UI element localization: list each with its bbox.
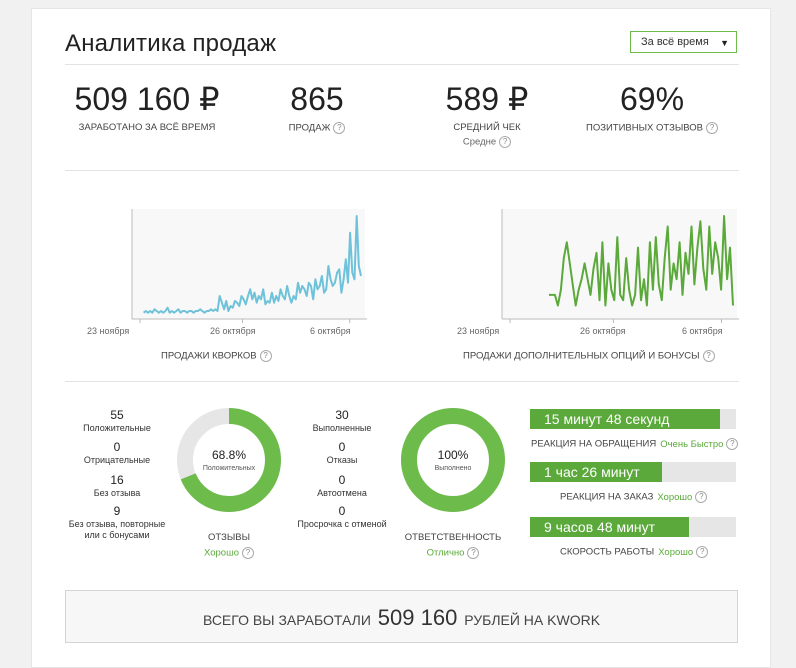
order-reaction-bar: 1 час 26 минут [530, 462, 736, 482]
response-time-value: 15 минут 48 секунд [544, 411, 670, 427]
reviews-caption: ОТЗЫВЫ [208, 532, 250, 543]
response-time-bar: 15 минут 48 секунд [530, 409, 736, 429]
page-title: Аналитика продаж [65, 30, 277, 57]
sales-analytics-card: Аналитика продаж За всё время ▼ 509 160 … [31, 8, 771, 668]
stat-sales-label: ПРОДАЖ [288, 122, 331, 134]
caret-down-icon: ▼ [720, 38, 729, 48]
stat-avg-check-rating: Средне [462, 136, 497, 148]
reviews-none-label: Без отзыва [93, 488, 141, 498]
responsibility-rating: Отлично [426, 547, 465, 559]
chart-tick-label: 26 октября [210, 326, 256, 336]
responsibility-donut-value [401, 408, 505, 512]
total-suffix: РУБЛЕЙ НА KWORK [464, 612, 601, 628]
help-icon[interactable]: ? [696, 546, 709, 558]
help-icon[interactable]: ? [259, 350, 272, 362]
reviews-donut: 68.8% Положительных [177, 408, 281, 512]
stat-avg-check: 589 ₽ СРЕДНИЙ ЧЕК Средне? [422, 81, 552, 148]
orders-refused-count: 0 [338, 440, 346, 454]
stat-earned-value: 509 160 ₽ [74, 81, 220, 117]
response-time-rating: Очень Быстро [660, 438, 724, 450]
responsibility-donut-label: Выполнено [435, 465, 472, 472]
orders-overdue-label: Просрочка с отменой [297, 519, 387, 529]
orders-done-label: Выполненные [312, 423, 372, 433]
stat-earned-label: ЗАРАБОТАНО ЗА ВСЁ ВРЕМЯ [78, 122, 216, 133]
chart-tick-label: 23 ноября [87, 326, 130, 336]
order-reaction-bar-fill [530, 462, 662, 482]
orders-done-count: 30 [335, 408, 349, 422]
help-icon[interactable]: ? [695, 491, 708, 503]
help-icon[interactable]: ? [333, 122, 346, 134]
reviews-positive-count: 55 [110, 408, 124, 422]
help-icon[interactable]: ? [467, 547, 480, 559]
chart-series-line [142, 215, 362, 314]
help-icon[interactable]: ? [705, 122, 718, 134]
kwork-sales-chart [131, 209, 367, 323]
extras-sales-caption: ПРОДАЖИ ДОПОЛНИТЕЛЬНЫХ ОПЦИЙ И БОНУСЫ [463, 350, 700, 362]
stat-positive-reviews-value: 69% [619, 81, 685, 117]
reviews-donut-value [177, 408, 281, 512]
chart-tick-label: 23 ноября [457, 326, 500, 336]
response-time-label: РЕАКЦИЯ НА ОБРАЩЕНИЯ [531, 438, 657, 450]
stat-positive-reviews: 69% ПОЗИТИВНЫХ ОТЗЫВОВ? [572, 81, 732, 134]
total-earned-banner: ВСЕГО ВЫ ЗАРАБОТАЛИ 509 160 РУБЛЕЙ НА KW… [65, 590, 738, 643]
reviews-donut-label: Положительных [203, 465, 256, 472]
stat-sales-value: 865 [290, 81, 344, 117]
orders-refused-label: Отказы [326, 455, 358, 465]
reviews-negative-count: 0 [113, 440, 121, 454]
work-speed-label: СКОРОСТЬ РАБОТЫ [560, 546, 655, 558]
stat-sales: 865 ПРОДАЖ? [247, 81, 387, 134]
reviews-negative-label: Отрицательные [83, 455, 151, 465]
divider [65, 170, 739, 171]
order-reaction-label: РЕАКЦИЯ НА ЗАКАЗ [560, 491, 654, 503]
reviews-rating: Хорошо [204, 547, 239, 559]
stat-earned: 509 160 ₽ ЗАРАБОТАНО ЗА ВСЁ ВРЕМЯ [72, 81, 222, 133]
reviews-none-count: 16 [110, 473, 124, 487]
work-speed-value: 9 часов 48 минут [544, 519, 656, 535]
work-speed-rating: Хорошо [658, 546, 694, 558]
reviews-repeat-label: Без отзыва, повторные или с бонусами [68, 519, 166, 540]
reviews-positive-label: Положительные [83, 423, 151, 433]
help-icon[interactable]: ? [702, 350, 715, 362]
responsibility-donut: 100% Выполнено [401, 408, 505, 512]
total-prefix: ВСЕГО ВЫ ЗАРАБОТАЛИ [202, 612, 371, 628]
help-icon[interactable]: ? [499, 136, 512, 148]
chart-tick-label: 6 октября [310, 326, 351, 336]
stat-avg-check-value: 589 ₽ [445, 81, 529, 117]
total-amount: 509 160 [377, 605, 458, 630]
chart-series-line [549, 215, 734, 307]
help-icon[interactable]: ? [726, 438, 739, 450]
period-select-value: За всё время [641, 36, 709, 48]
work-speed-bar-fill [530, 517, 689, 537]
chart-tick-label: 6 октября [682, 326, 723, 336]
stat-avg-check-label: СРЕДНИЙ ЧЕК [453, 122, 521, 133]
responsibility-caption: ОТВЕТСТВЕННОСТЬ [404, 532, 502, 543]
chart-plot-area [132, 209, 365, 319]
stat-positive-reviews-label: ПОЗИТИВНЫХ ОТЗЫВОВ [586, 122, 703, 134]
divider [65, 381, 739, 382]
orders-autocancel-count: 0 [338, 473, 346, 487]
kwork-sales-caption: ПРОДАЖИ КВОРКОВ [161, 350, 257, 362]
divider [65, 64, 739, 65]
order-reaction-rating: Хорошо [657, 491, 693, 503]
chart-tick-label: 26 октября [580, 326, 626, 336]
response-time-bar-fill [530, 409, 720, 429]
reviews-donut-percent: 68.8% [212, 448, 246, 462]
orders-overdue-count: 0 [338, 504, 346, 518]
extras-sales-chart [501, 209, 739, 323]
work-speed-bar: 9 часов 48 минут [530, 517, 736, 537]
order-reaction-value: 1 час 26 минут [544, 464, 640, 480]
period-select[interactable]: За всё время ▼ [630, 31, 737, 53]
reviews-repeat-count: 9 [113, 504, 121, 518]
help-icon[interactable]: ? [242, 547, 254, 559]
responsibility-donut-percent: 100% [438, 448, 469, 462]
orders-autocancel-label: Автоотмена [317, 488, 367, 498]
